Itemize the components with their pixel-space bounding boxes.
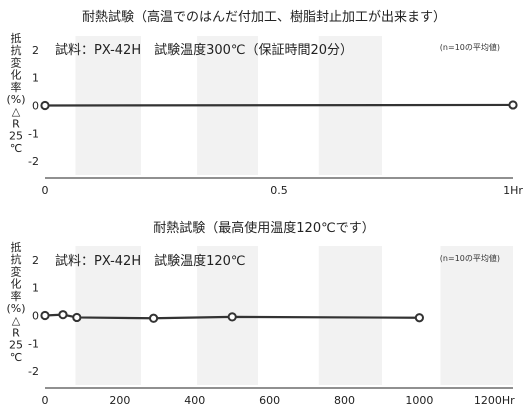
chart-2: 耐熱試験（最高使用温度120℃です） 試料：PX-42H 試験温度120℃ (n=1… xyxy=(6,220,515,407)
y-tick-label: 2 xyxy=(32,44,39,57)
y-tick-label: -1 xyxy=(28,127,39,140)
x-tick-label: 800 xyxy=(334,394,355,407)
y-axis-label-char: R xyxy=(12,117,20,130)
y-axis-label-char: 抵 xyxy=(11,240,22,254)
x-tick-label: 400 xyxy=(184,394,205,407)
x-tick-label: 600 xyxy=(259,394,280,407)
data-point xyxy=(414,313,424,323)
x-tick-label: 1000 xyxy=(405,394,433,407)
y-axis-label-char: 抗 xyxy=(11,252,22,266)
x-tick-label: 0 xyxy=(42,184,49,197)
grid-band xyxy=(440,246,513,385)
y-axis-label-char: 抵 xyxy=(11,31,22,45)
y-axis-label-char: 25 xyxy=(9,339,23,352)
grid-band xyxy=(75,246,141,385)
y-tick-label: 1 xyxy=(32,72,39,85)
y-tick-label: 0 xyxy=(32,310,39,323)
chart-title: 耐熱試験（最高使用温度120℃です） xyxy=(153,220,374,236)
x-tick-label: 1Hr xyxy=(503,184,523,197)
y-axis-label-char: △ xyxy=(12,314,21,327)
data-point xyxy=(508,100,518,110)
series-line xyxy=(44,103,514,107)
y-axis-label-char: 25 xyxy=(9,130,23,143)
y-axis-label-char: 変 xyxy=(11,264,22,278)
y-axis-label-char: 抗 xyxy=(11,43,22,57)
y-axis-label-char: (%) xyxy=(6,93,25,106)
sample-note: (n=10の平均値) xyxy=(440,253,500,263)
y-axis-label-char: (%) xyxy=(6,302,25,315)
data-point xyxy=(40,310,50,321)
y-axis-label-char: 化 xyxy=(11,68,22,82)
y-axis-label-char: 化 xyxy=(11,277,22,291)
data-point xyxy=(72,312,82,323)
y-axis-label-char: 変 xyxy=(11,55,22,69)
x-tick-label: 1200Hr xyxy=(474,394,515,407)
y-tick-label: -2 xyxy=(28,155,39,168)
y-axis-label-char: ℃ xyxy=(10,351,22,364)
y-axis-label-char: 率 xyxy=(11,289,22,303)
sample-annotation: 試料：PX-42H 試験温度120℃ xyxy=(55,253,246,269)
data-point xyxy=(40,100,50,111)
chart-title: 耐熱試験（高温でのはんだ付加工、樹脂封止加工が出来ます） xyxy=(82,9,446,25)
x-tick-label: 0.5 xyxy=(270,184,288,197)
sample-annotation: 試料：PX-42H 試験温度300℃（保証時間20分） xyxy=(55,42,353,58)
y-tick-label: -1 xyxy=(28,337,39,350)
data-point xyxy=(58,310,68,320)
y-tick-label: -2 xyxy=(28,365,39,378)
y-tick-label: 2 xyxy=(32,254,39,267)
grid-band xyxy=(197,246,258,385)
x-tick-label: 200 xyxy=(109,394,130,407)
y-axis-label-char: ℃ xyxy=(10,142,22,155)
y-tick-label: 1 xyxy=(32,282,39,295)
sample-note: (n=10の平均値) xyxy=(440,42,500,52)
grid-band xyxy=(318,246,382,385)
y-axis-label-char: R xyxy=(12,326,20,339)
data-point xyxy=(148,313,159,323)
y-tick-label: 0 xyxy=(32,100,39,113)
y-axis-label-char: 率 xyxy=(11,80,22,94)
y-axis-label-char: △ xyxy=(12,105,21,118)
x-tick-label: 0 xyxy=(42,394,49,407)
data-point xyxy=(227,312,237,322)
chart-1: 耐熱試験（高温でのはんだ付加工、樹脂封止加工が出来ます） 試料：PX-42H 試験… xyxy=(6,9,523,197)
